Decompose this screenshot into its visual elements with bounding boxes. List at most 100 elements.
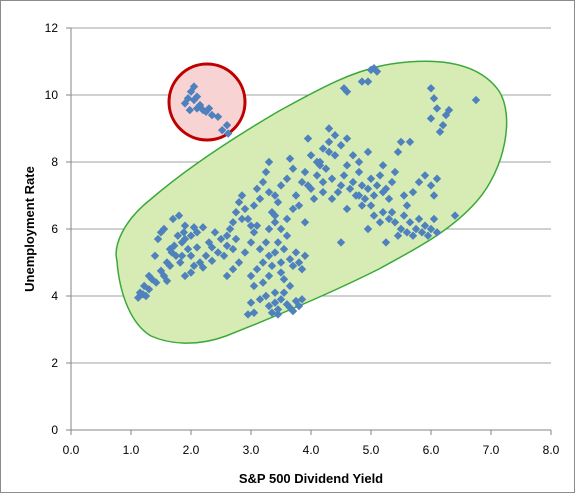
data-point <box>318 177 328 187</box>
data-point <box>372 67 382 76</box>
x-tick-label: 1.0 <box>123 443 140 457</box>
data-point <box>312 171 322 180</box>
data-point <box>270 191 280 200</box>
data-point <box>282 174 292 183</box>
y-tick-label: 12 <box>45 21 59 35</box>
data-point <box>270 218 280 227</box>
data-point <box>324 147 334 157</box>
data-point <box>276 224 286 234</box>
data-point <box>342 161 352 170</box>
data-point <box>342 204 352 214</box>
data-point <box>345 184 355 193</box>
data-point <box>300 251 310 260</box>
data-point <box>405 218 415 227</box>
data-point <box>228 244 238 254</box>
data-point <box>270 211 280 220</box>
data-point <box>144 271 154 281</box>
data-point <box>414 177 424 187</box>
data-point <box>357 201 367 210</box>
data-point <box>246 221 256 230</box>
data-point <box>252 265 262 274</box>
data-point <box>192 92 202 101</box>
data-point <box>279 288 289 297</box>
y-tick-label: 8 <box>51 155 58 169</box>
x-tick-label: 4.0 <box>303 443 320 457</box>
data-point <box>327 194 337 204</box>
x-tick-label: 7.0 <box>483 443 500 457</box>
data-point <box>156 228 166 237</box>
data-point <box>384 194 394 204</box>
data-point <box>156 266 166 276</box>
data-point <box>420 171 430 180</box>
data-point <box>264 224 274 234</box>
data-point <box>363 147 373 157</box>
data-point <box>243 310 253 319</box>
data-point <box>246 238 256 247</box>
data-point <box>264 187 274 197</box>
data-point <box>159 271 169 281</box>
x-tick-label: 0.0 <box>63 443 80 457</box>
data-point <box>252 221 262 230</box>
data-point <box>291 191 301 200</box>
data-point <box>402 201 412 210</box>
y-tick-label: 2 <box>51 356 58 370</box>
data-point <box>185 105 194 115</box>
data-point <box>309 194 319 204</box>
data-point <box>291 248 301 257</box>
data-point <box>237 214 247 224</box>
data-point <box>426 114 436 123</box>
data-point <box>147 275 157 284</box>
y-tick-label: 6 <box>51 222 58 236</box>
data-point <box>429 214 439 224</box>
data-point <box>171 251 181 260</box>
y-tick-label: 0 <box>51 423 58 437</box>
data-point <box>270 288 280 297</box>
data-point <box>258 278 268 287</box>
data-point <box>246 271 256 281</box>
data-point <box>288 164 298 173</box>
data-point <box>396 224 406 234</box>
data-point <box>249 281 259 291</box>
data-points <box>134 64 481 319</box>
data-point <box>186 268 196 277</box>
data-point <box>213 248 223 257</box>
data-point <box>471 95 481 105</box>
data-point <box>264 271 274 281</box>
data-point <box>315 161 325 170</box>
axes <box>66 27 552 435</box>
y-tick-label: 4 <box>51 289 58 303</box>
data-point <box>282 231 292 240</box>
data-point <box>276 258 286 267</box>
data-point <box>432 228 442 237</box>
data-point <box>333 187 343 197</box>
data-point <box>218 125 227 135</box>
x-tick-label: 5.0 <box>363 443 380 457</box>
data-point <box>189 82 199 91</box>
data-point <box>294 258 304 267</box>
data-point <box>276 181 286 190</box>
data-point <box>222 231 232 240</box>
data-point <box>159 224 169 234</box>
data-point <box>375 171 385 180</box>
data-point <box>312 157 322 167</box>
data-point <box>354 157 364 167</box>
data-point <box>297 265 307 274</box>
data-point <box>306 151 316 160</box>
data-point <box>438 120 448 130</box>
data-point <box>261 238 271 247</box>
data-point <box>195 258 205 267</box>
data-point <box>402 228 412 237</box>
data-point <box>186 87 196 96</box>
data-point <box>189 95 199 105</box>
data-point <box>198 223 208 232</box>
data-point <box>288 306 298 316</box>
x-tick-label: 3.0 <box>243 443 260 457</box>
data-point <box>321 164 331 173</box>
data-point <box>176 258 185 267</box>
data-point <box>363 77 373 86</box>
data-point <box>258 177 268 187</box>
data-point <box>255 244 265 254</box>
y-tick-label: 10 <box>45 88 59 102</box>
data-point <box>279 244 289 254</box>
data-point <box>237 191 247 200</box>
